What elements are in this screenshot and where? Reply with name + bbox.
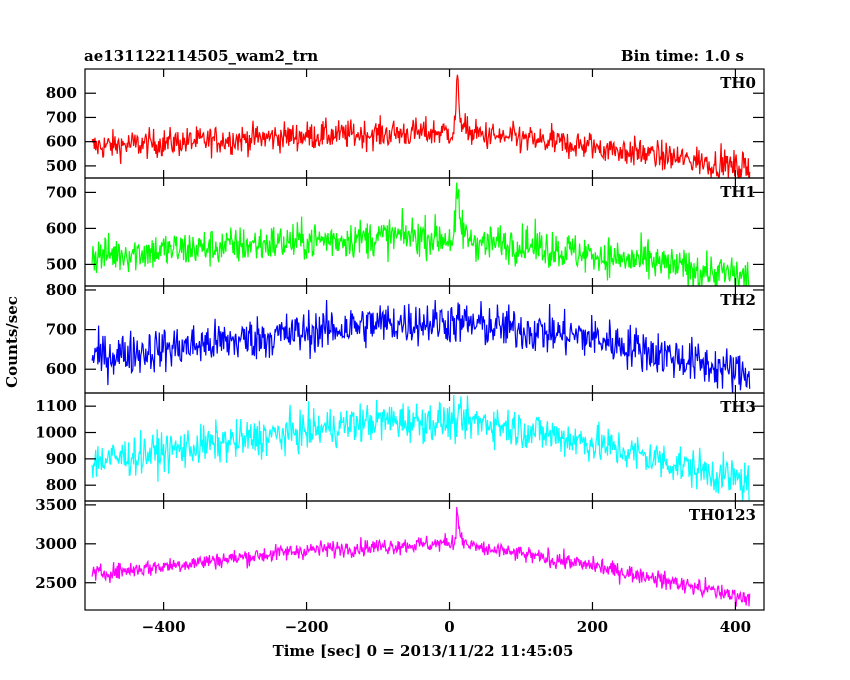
x-tick-label: 200 <box>577 618 608 636</box>
series-line-th0 <box>91 74 751 178</box>
panel-label-th1: TH1 <box>720 183 756 201</box>
y-tick-label: 500 <box>46 157 77 175</box>
y-tick-label: 900 <box>46 450 77 468</box>
y-tick-label: 700 <box>46 183 77 201</box>
y-tick-label: 500 <box>46 255 77 273</box>
y-tick-label: 600 <box>46 219 77 237</box>
panel-frame <box>84 392 765 502</box>
y-tick-label: 1100 <box>35 397 77 415</box>
x-tick-label: 400 <box>720 618 751 636</box>
y-tick-label: 800 <box>46 84 77 102</box>
y-tick-label: 700 <box>46 108 77 126</box>
panel-label-th3: TH3 <box>720 398 756 416</box>
y-tick-label: 2500 <box>35 574 77 592</box>
panel-th3: 800 900 1000 1100 TH3 <box>35 392 765 502</box>
chart-title: ae131122114505_wam2_trn <box>84 47 318 65</box>
panels: 500 600 700 800 TH0 500 600 700 TH1 600 700 800 TH2 8… <box>35 68 765 636</box>
bin-time-label: Bin time: 1.0 s <box>621 47 744 65</box>
panel-th0123: 2500 3000 3500 TH0123 <box>35 496 765 611</box>
panel-label-th2: TH2 <box>720 291 756 309</box>
x-tick-label: 0 <box>444 618 454 636</box>
panel-frame <box>84 500 765 611</box>
y-tick-label: 800 <box>46 476 77 494</box>
series-line-th1 <box>91 182 751 286</box>
x-tick-label: −200 <box>285 618 329 636</box>
series-line-th2 <box>91 299 751 393</box>
y-tick-label: 1000 <box>35 424 77 442</box>
panel-label-th0: TH0 <box>720 74 756 92</box>
y-tick-label: 3000 <box>35 535 77 553</box>
panel-label-th0123: TH0123 <box>689 506 756 524</box>
panel-th1: 500 600 700 TH1 <box>46 177 765 287</box>
y-tick-label: 600 <box>46 133 77 151</box>
series-line-th0123 <box>91 507 751 607</box>
y-tick-label: 800 <box>46 281 77 299</box>
y-tick-label: 700 <box>46 321 77 339</box>
panel-th2: 600 700 800 TH2 <box>46 281 765 394</box>
y-axis-label: Counts/sec <box>3 296 21 388</box>
series-line-th3 <box>91 394 751 501</box>
y-tick-label: 3500 <box>35 496 77 514</box>
x-tick-label: −400 <box>142 618 186 636</box>
y-tick-label: 600 <box>46 360 77 378</box>
x-axis-label: Time [sec] 0 = 2013/11/22 11:45:05 <box>273 642 574 660</box>
panel-th0: 500 600 700 800 TH0 <box>46 68 765 179</box>
